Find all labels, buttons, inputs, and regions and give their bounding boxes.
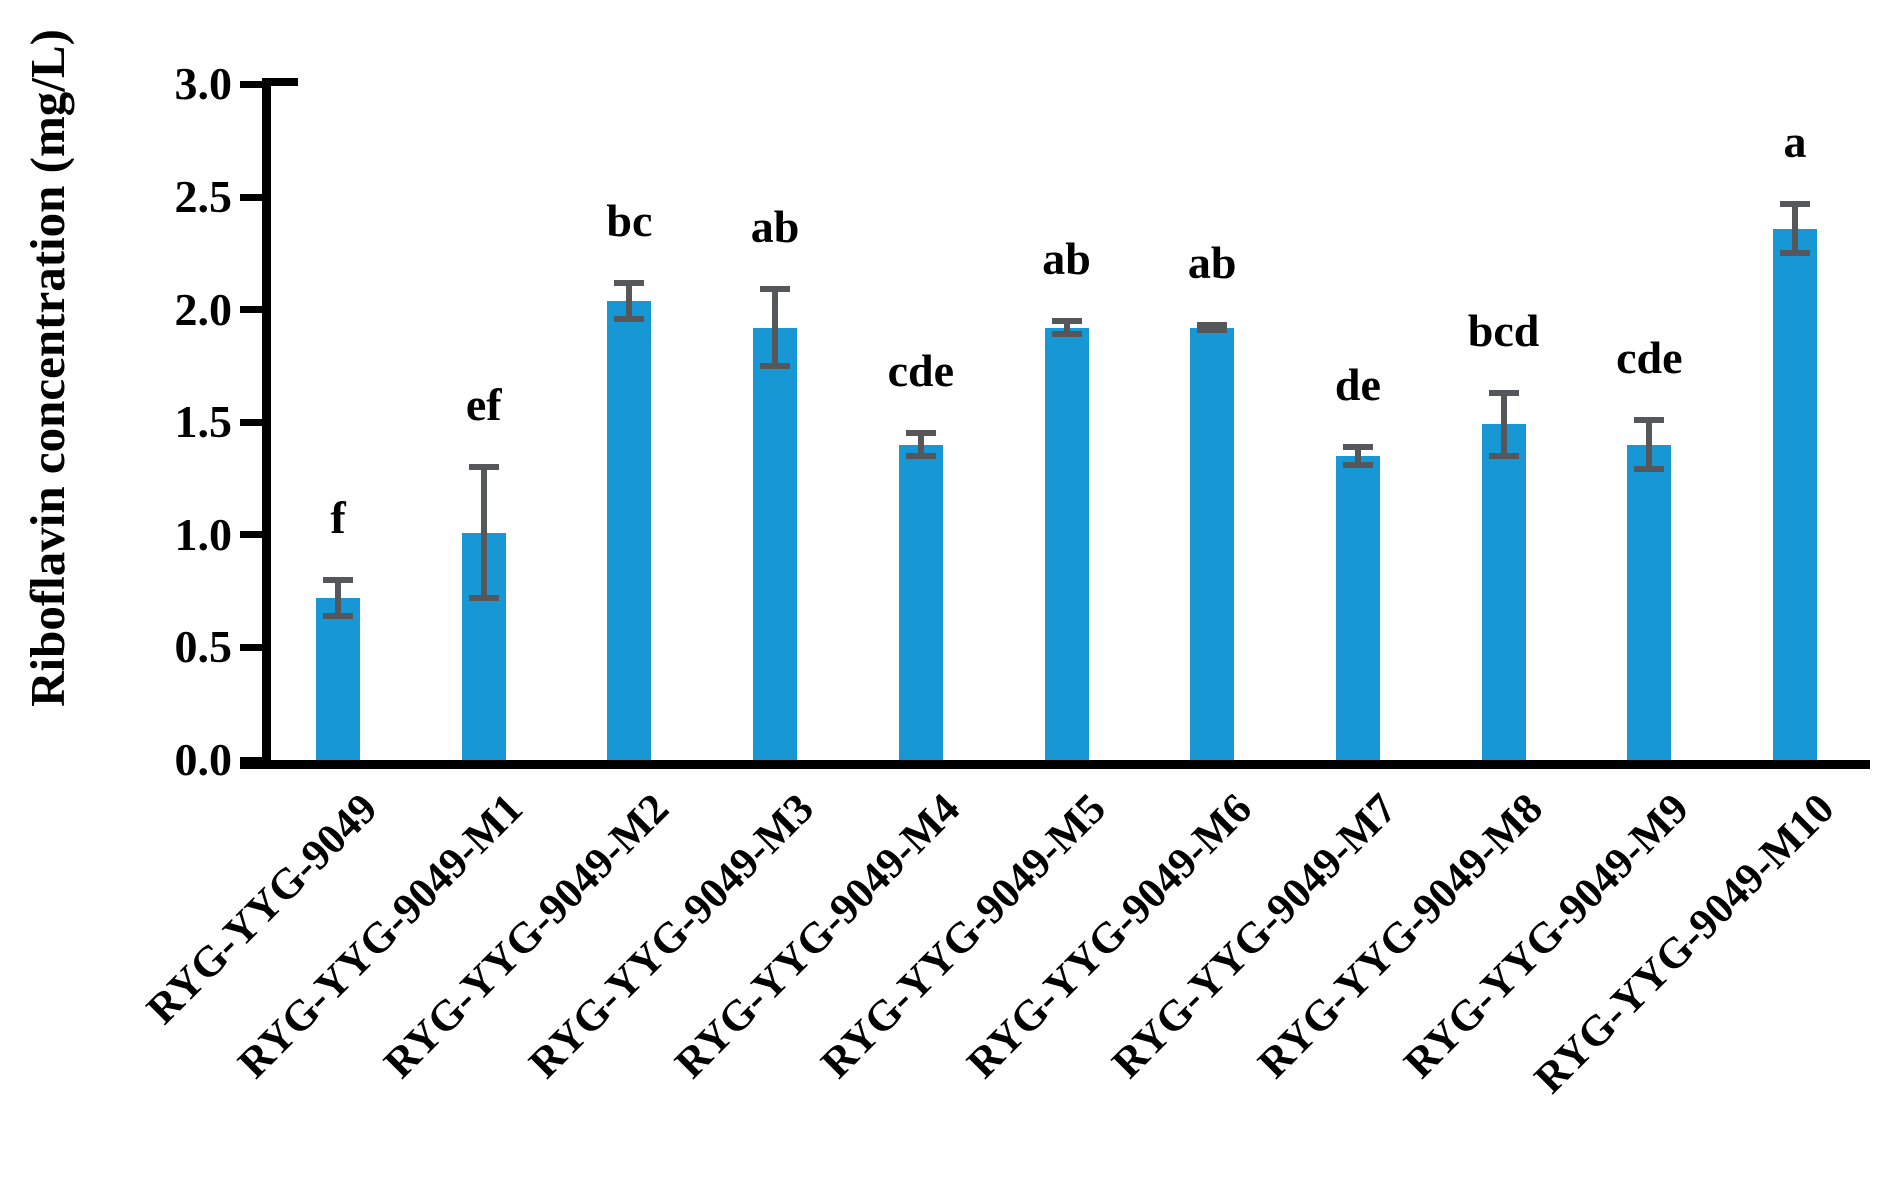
bar [1773, 228, 1817, 760]
x-tick-label: RYG-YYG-9049-M5 [812, 785, 1115, 1088]
error-bar-top-cap [614, 279, 645, 286]
y-tick-label: 0.0 [174, 734, 233, 785]
error-bar-bottom-cap [905, 452, 936, 459]
bar [1190, 327, 1235, 760]
error-bar-line [480, 467, 487, 598]
x-tick-label: RYG-YYG-9049-M4 [666, 785, 970, 1088]
x-tick-label: RYG-YYG-9049-M6 [958, 785, 1261, 1088]
error-bar-top-cap [905, 430, 936, 437]
error-bar-line [626, 282, 633, 319]
y-tick-label: 3.0 [174, 58, 233, 110]
bar [316, 597, 360, 760]
significance-letter: ef [465, 379, 502, 431]
significance-letter: de [1334, 358, 1381, 410]
error-bar-line [772, 289, 779, 366]
error-bar-line [1354, 446, 1361, 465]
bar [1627, 444, 1672, 760]
error-bar-bottom-cap [614, 315, 645, 322]
x-tick-label: RYG-YYG-9049-M9 [1395, 785, 1698, 1088]
y-tick-label: 1.0 [174, 508, 233, 560]
x-tick-label: RYG-YYG-9049-M8 [1249, 785, 1552, 1088]
significance-letter: bcd [1467, 304, 1540, 356]
error-bar-line [1500, 392, 1507, 456]
y-tick-label: 0.5 [174, 621, 233, 673]
y-tick-mark [240, 306, 262, 314]
error-bar-top-cap [1634, 416, 1665, 423]
x-tick-label: RYG-YYG-9049-M1 [229, 785, 532, 1088]
x-tick-label: RYG-YYG-9049-M3 [520, 785, 824, 1088]
significance-letter: ab [1187, 237, 1237, 289]
significance-letter: ab [1042, 232, 1091, 284]
error-bar-bottom-cap [1488, 452, 1519, 459]
error-bar-bottom-cap [1197, 326, 1228, 333]
error-bar-top-cap [1197, 322, 1228, 329]
y-tick-label: 2.0 [174, 283, 233, 335]
significance-letter: a [1783, 115, 1807, 167]
error-bar-top-cap [760, 286, 791, 293]
y-tick-label: 1.5 [174, 396, 233, 448]
x-tick-label: RYG-YYG-9049-M7 [1103, 785, 1407, 1088]
error-bar-line [1792, 203, 1798, 254]
bar [607, 300, 652, 760]
bar [1335, 455, 1380, 760]
error-bar-line [1063, 320, 1070, 335]
y-tick-mark [240, 80, 262, 88]
error-bar-top-cap [1780, 200, 1810, 207]
error-bar-bottom-cap [1051, 331, 1082, 338]
error-bar-top-cap [1051, 317, 1082, 324]
error-bar-bottom-cap [1634, 466, 1665, 473]
bar [753, 327, 798, 760]
y-tick-mark [240, 418, 262, 426]
error-bar-top-cap [323, 576, 353, 583]
bar [1481, 424, 1526, 760]
y-axis-top-cap [262, 78, 298, 86]
error-bar-line [1646, 419, 1653, 470]
significance-letter: f [330, 491, 346, 543]
y-tick-mark [240, 643, 262, 651]
x-axis-line [240, 760, 1870, 769]
error-bar-bottom-cap [323, 612, 353, 619]
error-bar-line [335, 579, 341, 616]
error-bar-top-cap [1488, 389, 1519, 396]
significance-letter: cde [887, 345, 954, 397]
bar [898, 444, 943, 760]
y-axis-title: Riboflavin concentration (mg/L) [20, 29, 75, 707]
error-bar-bottom-cap [760, 362, 791, 369]
error-bar-top-cap [1342, 443, 1373, 450]
error-bar-bottom-cap [468, 594, 499, 601]
y-tick-mark [240, 193, 262, 201]
y-tick-label: 2.5 [174, 171, 233, 222]
error-bar-line [917, 433, 924, 456]
y-tick-mark [240, 531, 262, 539]
significance-letter: bc [606, 194, 653, 246]
error-bar-top-cap [468, 464, 499, 471]
x-tick-label: RYG-YYG-9049-M2 [375, 785, 678, 1088]
significance-letter: ab [750, 201, 800, 253]
significance-letter: cde [1616, 331, 1683, 383]
error-bar-bottom-cap [1342, 461, 1373, 468]
y-tick-mark [240, 756, 262, 764]
bar [1044, 327, 1089, 760]
y-axis-line [262, 78, 271, 769]
error-bar-bottom-cap [1780, 250, 1810, 257]
